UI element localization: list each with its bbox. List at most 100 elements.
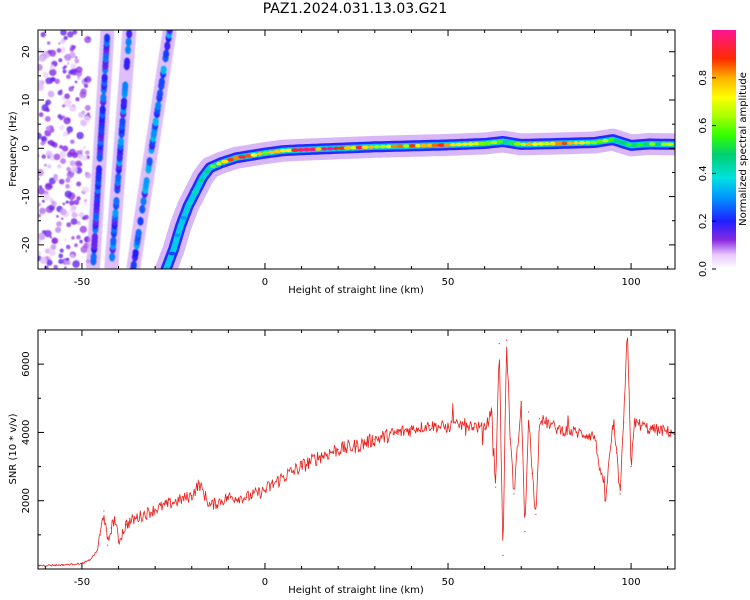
noise-blob [38, 250, 42, 257]
ridge-mark [437, 143, 446, 147]
noise-blob [42, 72, 49, 78]
noise-blob [70, 218, 78, 225]
noise-blob [72, 260, 80, 268]
ridge-mark [602, 138, 609, 143]
ridge-mark [168, 251, 176, 256]
noise-blob [66, 257, 70, 261]
noise-blob [68, 70, 74, 75]
aliased-line-mark [140, 196, 147, 206]
ridge-mark [420, 143, 428, 148]
noise-blob [62, 66, 66, 70]
snr-point [505, 339, 508, 341]
ridge-mark [373, 144, 381, 149]
noise-blob [65, 177, 71, 183]
noise-blob [60, 30, 67, 36]
ridge-mark [473, 141, 480, 146]
ridge-mark [431, 143, 440, 148]
ridge-mark [302, 147, 311, 152]
noise-blob [77, 154, 84, 160]
ridge-mark [461, 142, 468, 147]
noise-blob [40, 31, 46, 38]
snr-point [498, 343, 500, 345]
ridge-mark [443, 143, 452, 147]
noise-blob [67, 31, 74, 38]
noise-blob [44, 229, 52, 238]
ridge-mark [655, 142, 661, 146]
noise-blob [84, 36, 92, 44]
aliased-line-1 [85, 30, 115, 269]
noise-blob [48, 249, 56, 257]
noise-blob [64, 260, 69, 265]
colorbar-tick-label: 0.0 [698, 261, 709, 277]
ridge-mark [186, 201, 193, 206]
ridge-mark [333, 146, 339, 151]
noise-blob [77, 222, 82, 226]
ridge-mark [496, 140, 504, 144]
aliased-line-mark [166, 30, 173, 35]
snr-point [630, 465, 632, 468]
aliased-line-mark [135, 228, 142, 238]
noise-blob [82, 186, 90, 194]
ridge-mark [584, 140, 591, 145]
snr-point [495, 486, 497, 488]
noise-blob [49, 197, 54, 203]
noise-blob [39, 256, 48, 265]
noise-blob [38, 48, 42, 52]
aliased-line-mark [100, 93, 107, 103]
noise-blob [38, 187, 45, 195]
noise-blob [69, 51, 75, 58]
heatmap-xlabel: Height of straight line (km) [288, 285, 424, 296]
noise-blob [83, 214, 89, 220]
aliased-line-3 [126, 30, 177, 269]
snr-x-tick-label: -50 [74, 577, 90, 588]
noise-blob [56, 214, 59, 218]
heatmap-panel: -50 0 50 100 -20 -10 0 10 20 Height of straight … [8, 29, 676, 296]
noise-blob [58, 258, 64, 265]
noise-blob [44, 182, 53, 191]
ridge-mark [613, 139, 621, 143]
ridge-mark [355, 145, 364, 150]
snr-point [429, 425, 431, 427]
heatmap-y-tick-label: 20 [21, 45, 32, 58]
noise-blob [83, 78, 88, 83]
aliased-line-mark [139, 204, 146, 214]
noise-blob [75, 160, 82, 167]
noise-blob [46, 259, 53, 266]
ridge-mark [573, 141, 579, 145]
noise-blob [70, 63, 77, 70]
noise-blob [66, 166, 71, 172]
noise-blob [45, 102, 49, 106]
noise-blob [75, 66, 83, 74]
aliased-line-mark [90, 252, 97, 262]
ridge-mark [321, 147, 328, 151]
noise-blob [69, 254, 75, 259]
aliased-line-mark [156, 89, 164, 99]
noise-blob [56, 221, 62, 227]
snr-content [38, 330, 675, 567]
aliased-line-mark [101, 73, 108, 83]
snr-point [619, 493, 621, 495]
noise-blob [76, 131, 84, 140]
ridge-mark [368, 145, 375, 149]
ridge-mark [343, 146, 352, 150]
noise-blob [49, 68, 57, 77]
noise-blob [71, 152, 78, 159]
colorbar: 0.0 0.2 0.4 0.6 0.8 Normalized spectral ampl… [698, 30, 749, 277]
ridge-mark [508, 141, 515, 145]
aliased-line-mark [108, 252, 116, 262]
aliased-line-mark [130, 260, 137, 269]
ridge-mark [285, 148, 294, 153]
snr-ylabel: SNR (10 * v/v) [8, 413, 19, 484]
colorbar-tick-label: 0.2 [698, 213, 709, 229]
snr-point [502, 554, 504, 556]
noise-blob [76, 234, 81, 240]
ridge-mark [309, 147, 316, 152]
aliased-line-mark [95, 164, 103, 174]
ridge-mark [291, 148, 299, 152]
colorbar-axis: 0.0 0.2 0.4 0.6 0.8 [698, 70, 716, 277]
noise-blob [70, 139, 75, 144]
ridge-mark [555, 141, 562, 146]
ridge-mark [596, 139, 604, 144]
ridge-mark [665, 142, 674, 147]
noise-blob [69, 160, 76, 167]
